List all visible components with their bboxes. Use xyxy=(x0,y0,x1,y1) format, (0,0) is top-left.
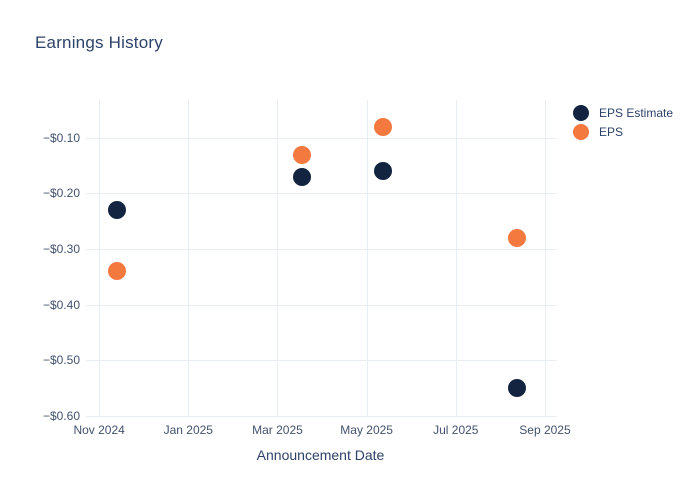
legend-marker-icon xyxy=(573,123,589,140)
data-point-eps-estimate-1[interactable] xyxy=(293,167,312,186)
y-gridline xyxy=(86,193,557,195)
legend: EPS Estimate EPS xyxy=(573,104,673,140)
legend-marker-icon xyxy=(573,104,589,121)
chart-title: Earnings History xyxy=(35,33,163,52)
x-tick-label: Nov 2024 xyxy=(73,423,125,437)
y-gridline xyxy=(86,415,557,417)
x-gridline xyxy=(277,100,279,417)
data-point-eps-estimate-0[interactable] xyxy=(107,201,126,220)
x-gridline xyxy=(99,100,101,417)
legend-item-eps[interactable]: EPS xyxy=(573,123,673,140)
y-tick-label: −$0.40 xyxy=(42,297,80,312)
data-point-eps-2[interactable] xyxy=(374,117,393,136)
x-gridline xyxy=(455,100,457,417)
legend-label: EPS xyxy=(599,124,624,139)
x-gridline xyxy=(188,100,190,417)
data-point-eps-0[interactable] xyxy=(107,262,126,281)
x-gridline xyxy=(366,100,368,417)
x-tick-label: Mar 2025 xyxy=(252,423,303,437)
data-point-eps-1[interactable] xyxy=(293,145,312,164)
y-gridline xyxy=(86,249,557,251)
x-gridline xyxy=(544,100,546,417)
x-tick-label: Jul 2025 xyxy=(433,423,479,437)
data-point-eps-3[interactable] xyxy=(507,228,526,247)
x-tick-label: Jan 2025 xyxy=(163,423,213,437)
y-gridline xyxy=(86,360,557,362)
x-axis-title: Announcement Date xyxy=(256,447,385,463)
y-tick-label: −$0.50 xyxy=(42,353,80,368)
y-tick-label: −$0.10 xyxy=(42,130,80,145)
y-gridline xyxy=(86,137,557,139)
data-point-eps-estimate-2[interactable] xyxy=(374,162,393,181)
x-tick-label: May 2025 xyxy=(340,423,393,437)
legend-item-eps-estimate[interactable]: EPS Estimate xyxy=(573,104,673,121)
y-tick-label: −$0.20 xyxy=(42,186,80,201)
x-tick-label: Sep 2025 xyxy=(519,423,571,437)
y-tick-label: −$0.60 xyxy=(42,408,80,423)
y-gridline xyxy=(86,304,557,306)
y-tick-label: −$0.30 xyxy=(42,242,80,257)
plot-area[interactable]: Nov 2024 Jan 2025 Mar 2025 May 2025 Jul 2025… xyxy=(43,100,571,463)
legend-label: EPS Estimate xyxy=(599,105,674,120)
data-point-eps-estimate-3[interactable] xyxy=(507,379,526,398)
